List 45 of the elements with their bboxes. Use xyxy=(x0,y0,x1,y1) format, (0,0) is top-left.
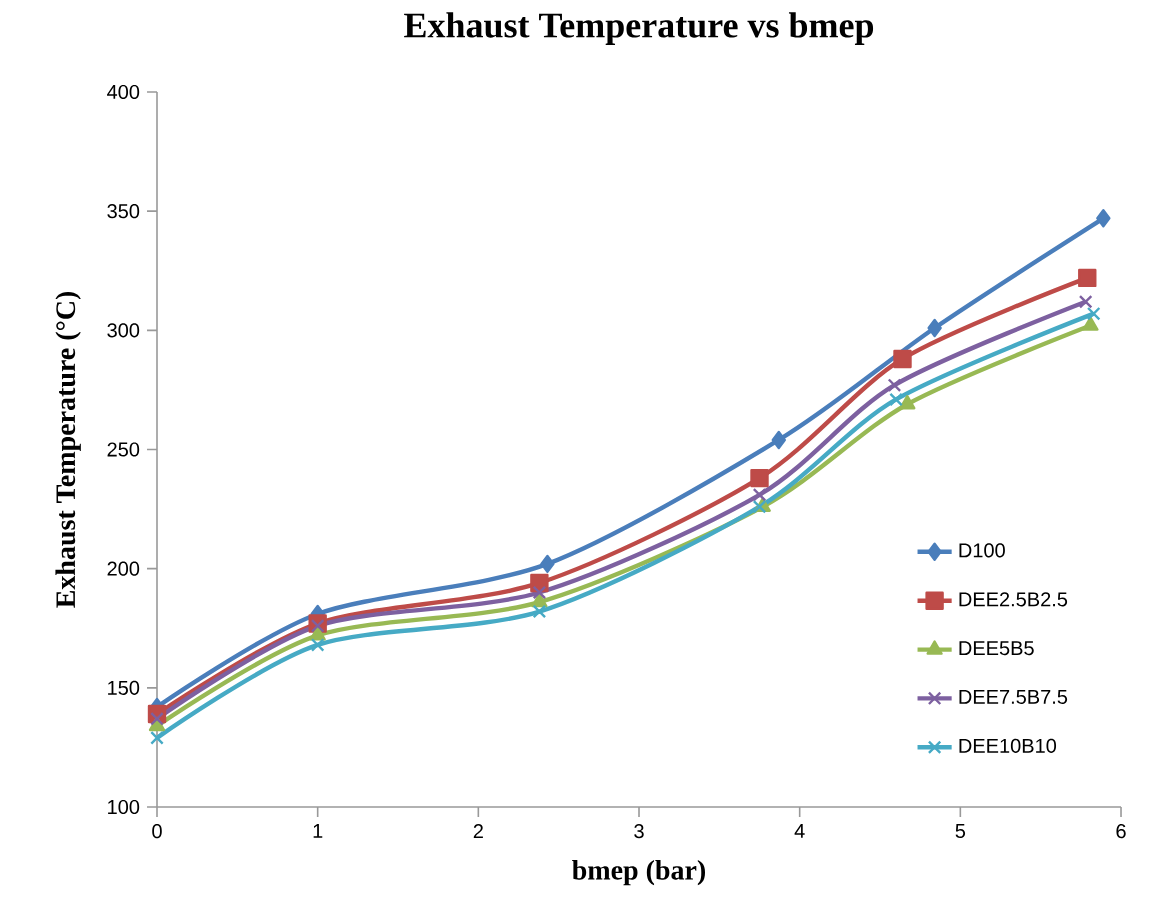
point xyxy=(150,711,164,726)
point xyxy=(893,349,912,369)
point xyxy=(1096,209,1111,228)
point xyxy=(889,392,903,407)
point xyxy=(309,626,326,641)
point xyxy=(1082,316,1099,331)
x-tick-label: 5 xyxy=(955,824,966,839)
legend-label: D100 xyxy=(959,543,1005,558)
point xyxy=(150,731,164,745)
x-axis-title: bmep (bar) xyxy=(572,859,706,886)
y-tick-label: 100 xyxy=(108,799,140,815)
point xyxy=(532,604,547,619)
point xyxy=(531,592,548,608)
x-tick-label: 0 xyxy=(152,824,162,839)
point xyxy=(1078,268,1097,288)
legend-label: DEE2.5B2.5 xyxy=(959,592,1068,607)
point xyxy=(887,378,902,392)
y-tick-label: 300 xyxy=(107,323,140,338)
y-tick-label: 150 xyxy=(108,680,140,695)
point xyxy=(752,499,767,514)
point xyxy=(927,318,942,338)
point xyxy=(1086,306,1101,321)
y-tick-label: 250 xyxy=(107,442,140,457)
x-tick-label: 1 xyxy=(313,824,323,838)
point xyxy=(310,619,325,633)
legend-label: DEE5B5 xyxy=(959,641,1034,656)
point xyxy=(1078,294,1093,309)
y-tick-label: 350 xyxy=(107,204,140,219)
y-axis-title: Exhaust Temperature (°C) xyxy=(55,291,81,608)
point xyxy=(752,487,767,502)
x-tick-label: 2 xyxy=(473,824,483,839)
point xyxy=(540,554,555,574)
x-tick-label: 3 xyxy=(634,824,644,839)
point xyxy=(899,395,916,410)
x-tick-label: 6 xyxy=(1116,824,1126,839)
chart-title: Exhaust Temperature vs bmep xyxy=(404,12,874,45)
point xyxy=(310,638,325,652)
y-tick-label: 200 xyxy=(107,561,140,576)
point xyxy=(532,585,547,600)
y-tick-label: 400 xyxy=(107,84,140,100)
legend-label: DEE7.5B7.5 xyxy=(959,689,1068,704)
x-tick-label: 4 xyxy=(794,824,805,838)
point xyxy=(750,468,769,488)
legend-label: DEE10B10 xyxy=(959,738,1057,753)
point xyxy=(771,430,786,450)
